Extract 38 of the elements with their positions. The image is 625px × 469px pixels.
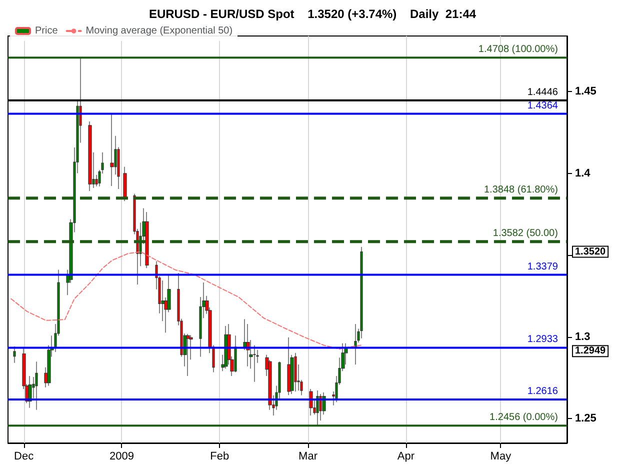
legend-label: Price [35, 26, 58, 36]
text: 1.3520 [575, 246, 606, 258]
line-series [10, 251, 362, 350]
ref-line-label: 1.4708 (100.00%) [478, 44, 558, 56]
candlestick [224, 326, 228, 369]
y-tick-label: 1.45 [575, 86, 596, 98]
ref-line-label: 1.3379 [527, 261, 558, 272]
candlestick [287, 337, 291, 396]
x-tick-label: Mar [298, 450, 318, 462]
x-tick-label: 2009 [109, 450, 134, 462]
y-tick-label: 1.4 [575, 167, 592, 180]
ref-line-label: 1.3848 (61.80%) [484, 184, 558, 196]
candlestick [88, 121, 92, 192]
x-tick-label: Feb [210, 450, 230, 462]
ref-line-label: 1.2933 [527, 334, 558, 346]
candlestick [35, 361, 38, 410]
candlestick [234, 335, 237, 373]
candlestick [123, 166, 127, 202]
ref-line-label: 1.2616 [527, 386, 558, 398]
candlestick [360, 246, 363, 339]
candlestick [145, 212, 149, 268]
candlestick [13, 346, 16, 364]
ref-line-label: 1.3582 (50.00) [492, 228, 558, 240]
x-tick-label: Dec [14, 450, 34, 462]
x-tick-label: Apr [397, 450, 415, 462]
candlestick [294, 352, 297, 392]
ref-line-label: 1.4364 [527, 100, 558, 112]
candlestick [186, 334, 190, 376]
y-tick-label: 1.25 [575, 412, 596, 424]
ref-line-label: 1.4446 [527, 86, 558, 98]
candlestick [316, 390, 319, 426]
y-tick-label: 1.3 [575, 330, 590, 343]
ref-line-label: 1.2456 (0.00%) [490, 412, 558, 424]
text: 1.2949 [575, 346, 606, 357]
chart-title: EURUSD - EUR/USD Spot 1.3520 (+3.74%) Daily 21:44 [148, 7, 476, 21]
x-tick-label: May [490, 450, 512, 462]
legend-label: Moving average (Exponential 50) [86, 26, 233, 36]
candlestick [110, 114, 114, 186]
